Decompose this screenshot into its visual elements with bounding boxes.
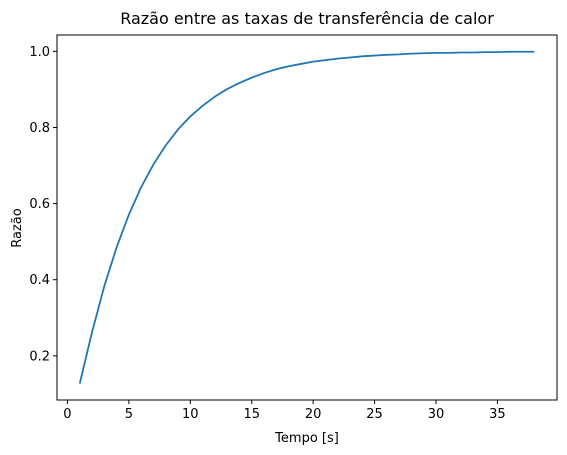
y-tick-label: 0.6 bbox=[29, 197, 50, 212]
y-tick-label: 0.8 bbox=[29, 121, 50, 136]
y-tick-label: 0.2 bbox=[29, 349, 50, 364]
x-tick-label: 10 bbox=[182, 407, 199, 422]
x-tick-label: 25 bbox=[366, 407, 383, 422]
y-tick-label: 1.0 bbox=[29, 45, 50, 60]
y-axis-label: Razão bbox=[10, 208, 25, 248]
plot-area bbox=[78, 50, 535, 384]
y-axis-ticks: 0.2 0.4 0.6 0.8 1.0 bbox=[29, 45, 57, 364]
x-tick-label: 5 bbox=[125, 407, 133, 422]
x-tick-label: 15 bbox=[243, 407, 260, 422]
x-tick-label: 35 bbox=[489, 407, 506, 422]
x-tick-label: 30 bbox=[428, 407, 445, 422]
y-tick-label: 0.4 bbox=[29, 273, 50, 288]
series-line bbox=[78, 50, 535, 384]
x-axis-label: Tempo [s] bbox=[274, 431, 339, 446]
x-tick-label: 20 bbox=[305, 407, 322, 422]
x-axis-ticks: 0 5 10 15 20 25 30 35 bbox=[63, 400, 506, 422]
axes-frame bbox=[56, 34, 558, 401]
x-tick-label: 0 bbox=[63, 407, 71, 422]
chart-title: Razão entre as taxas de transferência de… bbox=[120, 9, 494, 28]
